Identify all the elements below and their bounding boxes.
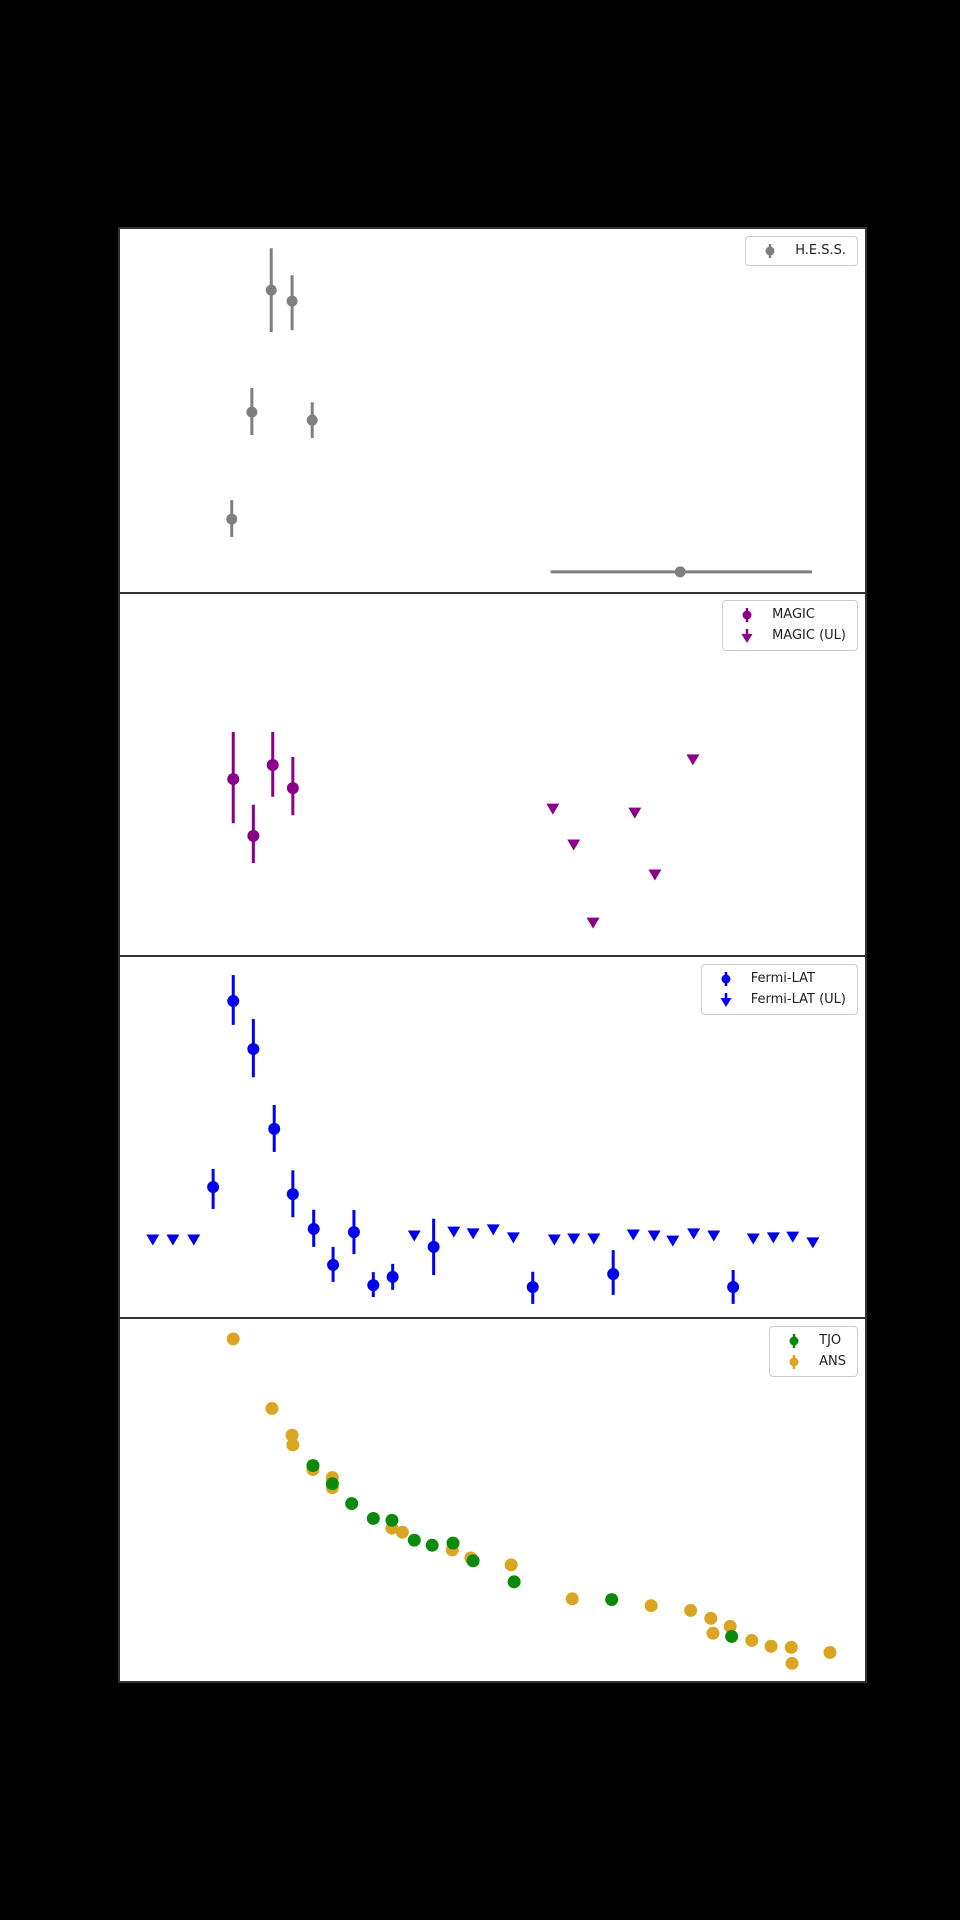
legend-item-tjo: TJO: [781, 1332, 846, 1350]
panel-optical: TJO ANS: [120, 1319, 865, 1681]
optical-plot-area: [226, 1332, 837, 1670]
legend-optical: TJO ANS: [769, 1326, 858, 1377]
legend-hess: H.E.S.S.: [745, 236, 858, 266]
magic-plot-area: [227, 732, 700, 929]
panel-divider: [120, 955, 865, 957]
legend-item-magic: MAGIC: [734, 606, 846, 624]
errorbar-circle-icon: [789, 1334, 799, 1348]
panel-divider: [120, 592, 865, 594]
panel-magic: MAGIC MAGIC (UL): [120, 593, 865, 955]
legend-label: Fermi-LAT: [750, 971, 815, 986]
triangle-down-icon: [720, 993, 732, 1007]
panel-hess: H.E.S.S.: [120, 229, 865, 593]
legend-item-fermi: Fermi-LAT: [713, 970, 846, 988]
legend-label: MAGIC (UL): [772, 628, 846, 643]
legend-label: MAGIC: [772, 607, 815, 622]
legend-item-magic-ul: MAGIC (UL): [734, 627, 846, 645]
legend-label: Fermi-LAT (UL): [750, 992, 846, 1007]
legend-label: H.E.S.S.: [795, 243, 846, 258]
errorbar-circle-icon: [789, 1355, 799, 1369]
legend-item-hess: H.E.S.S.: [757, 242, 846, 260]
legend-label: TJO: [819, 1333, 842, 1348]
fermi-plot-area: [146, 975, 820, 1304]
panel-divider: [120, 1317, 865, 1319]
legend-label: ANS: [819, 1354, 846, 1369]
errorbar-circle-icon: [721, 972, 731, 986]
multi-panel-chart: H.E.S.S. MAGIC: [118, 227, 867, 1683]
legend-item-ans: ANS: [781, 1353, 846, 1371]
legend-item-fermi-ul: Fermi-LAT (UL): [713, 991, 846, 1009]
hess-plot-area: [226, 248, 813, 578]
legend-fermi: Fermi-LAT Fermi-LAT (UL): [700, 964, 858, 1015]
triangle-down-icon: [741, 629, 753, 643]
errorbar-circle-icon: [765, 244, 775, 258]
legend-magic: MAGIC MAGIC (UL): [722, 600, 858, 651]
errorbar-circle-icon: [742, 608, 752, 622]
panel-fermi: Fermi-LAT Fermi-LAT (UL): [120, 957, 865, 1318]
